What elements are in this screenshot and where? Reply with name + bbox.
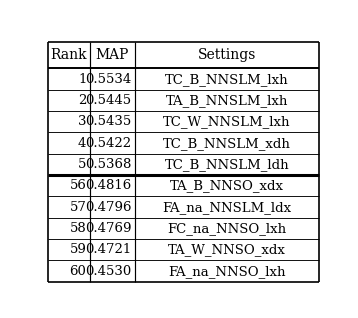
Text: 0.5422: 0.5422 bbox=[85, 137, 131, 150]
Text: 0.4530: 0.4530 bbox=[85, 265, 131, 278]
Text: TA_B_NNSLM_lxh: TA_B_NNSLM_lxh bbox=[166, 94, 288, 107]
Text: 0.4721: 0.4721 bbox=[85, 243, 131, 256]
Text: 4: 4 bbox=[78, 137, 86, 150]
Text: 0.4769: 0.4769 bbox=[85, 222, 131, 235]
Text: 0.4816: 0.4816 bbox=[85, 179, 131, 192]
Text: FA_na_NNSO_lxh: FA_na_NNSO_lxh bbox=[168, 265, 286, 278]
Text: 0.5368: 0.5368 bbox=[85, 158, 131, 171]
Text: 0.5435: 0.5435 bbox=[85, 115, 131, 128]
Text: 1: 1 bbox=[78, 73, 86, 86]
Text: MAP: MAP bbox=[96, 48, 129, 62]
Text: 0.5534: 0.5534 bbox=[85, 73, 131, 86]
Text: 60: 60 bbox=[69, 265, 86, 278]
Text: TA_B_NNSO_xdx: TA_B_NNSO_xdx bbox=[170, 179, 284, 192]
Text: 56: 56 bbox=[69, 179, 86, 192]
Text: FA_na_NNSLM_ldx: FA_na_NNSLM_ldx bbox=[163, 201, 291, 214]
Text: 59: 59 bbox=[69, 243, 86, 256]
Text: 0.4796: 0.4796 bbox=[85, 201, 131, 214]
Text: TC_W_NNSLM_lxh: TC_W_NNSLM_lxh bbox=[163, 115, 291, 128]
Text: TC_B_NNSLM_xdh: TC_B_NNSLM_xdh bbox=[163, 137, 291, 150]
Text: 0.5445: 0.5445 bbox=[85, 94, 131, 107]
Text: TA_W_NNSO_xdx: TA_W_NNSO_xdx bbox=[168, 243, 286, 256]
Text: 58: 58 bbox=[69, 222, 86, 235]
Text: 57: 57 bbox=[69, 201, 86, 214]
Text: TC_B_NNSLM_ldh: TC_B_NNSLM_ldh bbox=[165, 158, 289, 171]
Text: Rank: Rank bbox=[50, 48, 87, 62]
Text: 5: 5 bbox=[78, 158, 86, 171]
Text: TC_B_NNSLM_lxh: TC_B_NNSLM_lxh bbox=[165, 73, 289, 86]
Text: FC_na_NNSO_lxh: FC_na_NNSO_lxh bbox=[168, 222, 286, 235]
Text: 3: 3 bbox=[78, 115, 86, 128]
Text: Settings: Settings bbox=[198, 48, 256, 62]
Text: 2: 2 bbox=[78, 94, 86, 107]
